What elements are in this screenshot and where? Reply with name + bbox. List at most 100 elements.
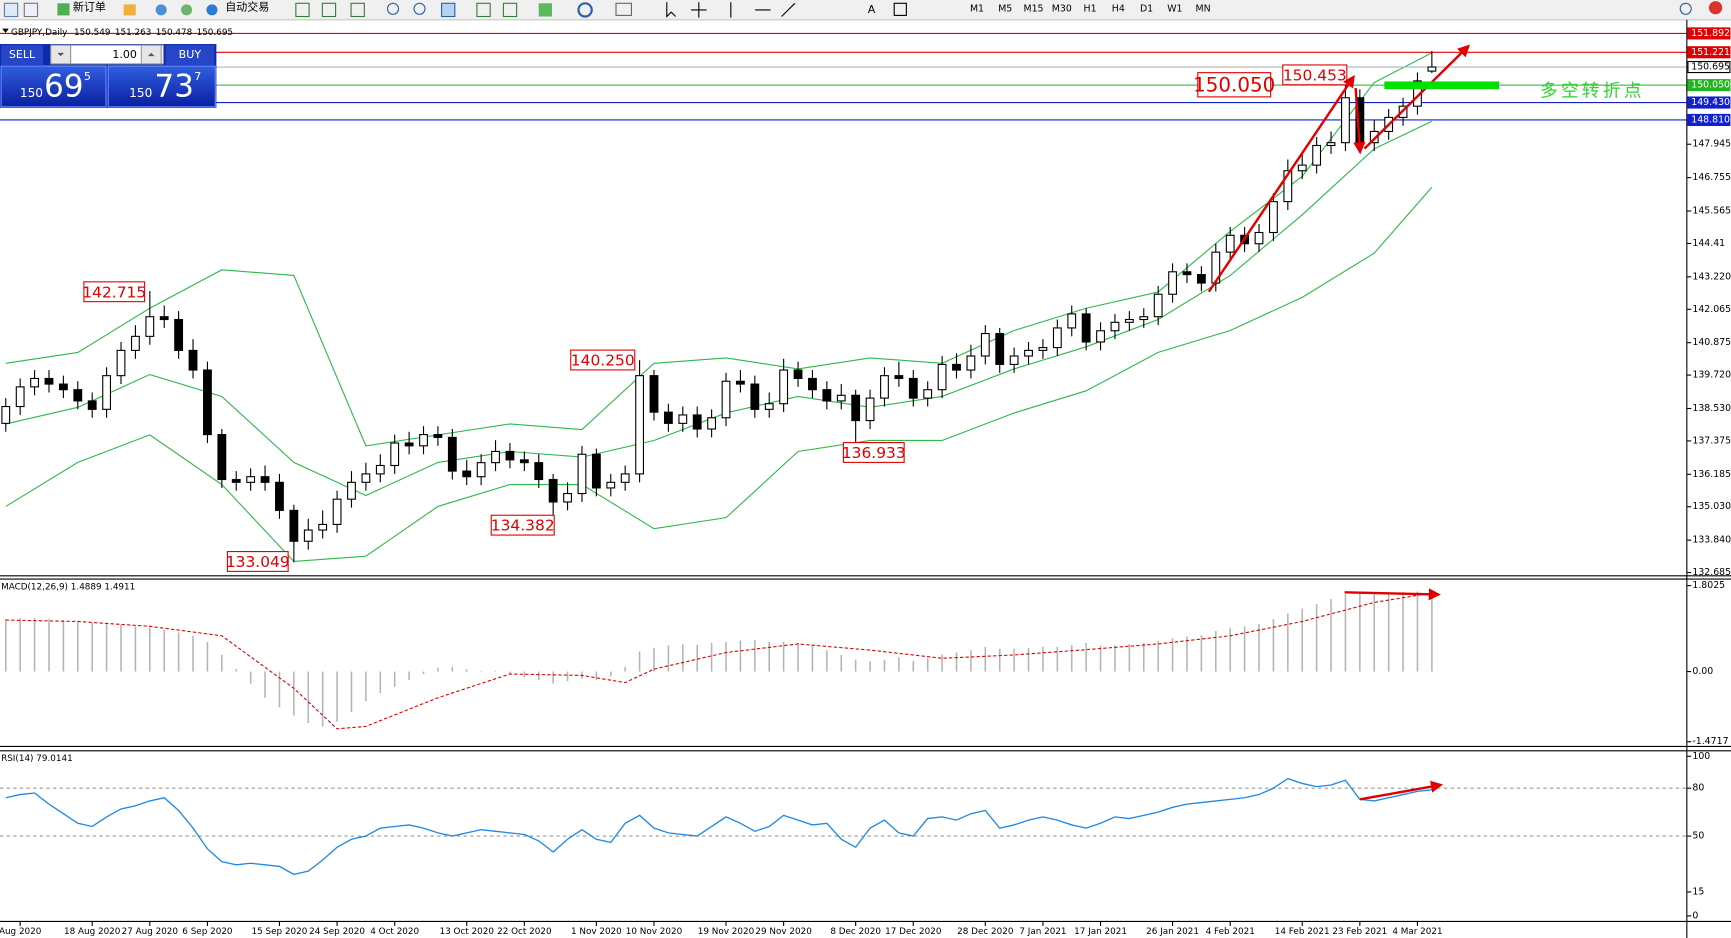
candle-body	[779, 369, 789, 405]
candle-body	[894, 375, 904, 380]
macd-bar	[1359, 592, 1361, 672]
macd-bar	[739, 640, 742, 672]
buy-price-box[interactable]	[107, 65, 216, 108]
bid-main: 69	[44, 69, 83, 105]
icon[interactable]	[23, 2, 39, 18]
icon[interactable]	[386, 2, 400, 15]
candle-body	[231, 478, 241, 483]
y-tick-label: 133.840	[1692, 535, 1731, 546]
icon[interactable]	[577, 2, 593, 18]
candle-body	[44, 377, 54, 385]
candle-body	[275, 481, 284, 511]
macd-bar	[725, 642, 727, 672]
timeframe[interactable]: H4	[1112, 3, 1125, 14]
icon[interactable]	[730, 2, 796, 18]
annotations: 142.715 140.250 136.933 134.382 133.049 150.0…	[82, 64, 1642, 572]
candle-body	[952, 363, 961, 371]
sell-label[interactable]: SELL	[9, 48, 36, 61]
macd-bar	[1099, 645, 1102, 672]
icon[interactable]	[3, 2, 19, 18]
bid-big: 150	[20, 86, 43, 100]
macd-bar	[1330, 599, 1332, 672]
x-tick-label: 6 Sep 2020	[182, 927, 233, 937]
candle-body	[102, 375, 112, 410]
candle-body	[1096, 330, 1105, 343]
candle-body	[404, 442, 414, 447]
spinner-arrow	[57, 52, 65, 57]
icon[interactable]	[666, 2, 677, 18]
icon[interactable]	[350, 2, 365, 18]
macd-bar	[869, 661, 871, 672]
macd-bar	[1142, 642, 1145, 672]
plot-area: 147.945 146.755 145.565 144.41 143.220 142.06…	[0, 27, 1731, 921]
icon[interactable]	[615, 2, 633, 16]
candle-body	[260, 476, 270, 483]
macd-bar	[19, 618, 21, 672]
timeframe[interactable]: D1	[1140, 3, 1153, 14]
icon[interactable]	[893, 2, 907, 16]
timeframe[interactable]: MN	[1196, 3, 1211, 14]
macd-bar	[1042, 646, 1044, 672]
icon[interactable]	[206, 4, 218, 16]
macd-bar	[1171, 638, 1174, 672]
y-tick-label: 0.00	[1692, 666, 1713, 677]
macd-bar	[811, 645, 814, 672]
timeframe[interactable]: M5	[998, 3, 1012, 14]
icon[interactable]	[321, 2, 337, 18]
icon[interactable]	[502, 2, 518, 18]
sell-price-box[interactable]	[0, 65, 107, 108]
icon[interactable]	[1679, 2, 1692, 15]
icon[interactable]	[441, 2, 456, 18]
macd-arrow	[1344, 588, 1441, 601]
timeframe[interactable]: M30	[1052, 3, 1072, 14]
icon[interactable]	[181, 4, 193, 16]
icon[interactable]	[691, 2, 707, 18]
buy-button[interactable]	[165, 45, 215, 65]
y-tick-label: 143.220	[1692, 271, 1731, 282]
y-tick-label: 1.8025	[1692, 580, 1725, 591]
timeframe[interactable]: H1	[1084, 3, 1097, 14]
buy-label[interactable]: BUY	[179, 48, 202, 61]
macd-bar	[451, 666, 454, 672]
timeframe[interactable]: M1	[970, 3, 984, 14]
x-tick-label: 26 Jan 2021	[1146, 927, 1199, 937]
macd-bar	[480, 671, 482, 673]
macd-bar	[235, 669, 238, 672]
macd-bar	[1229, 627, 1231, 672]
icon[interactable]	[413, 2, 426, 15]
candle-body	[375, 464, 385, 475]
icon[interactable]	[57, 3, 70, 16]
sell-button[interactable]	[1, 45, 44, 65]
candle-body	[462, 470, 472, 478]
icon[interactable]	[538, 3, 552, 17]
candle-body	[203, 369, 212, 436]
icon[interactable]	[295, 2, 310, 18]
macd-bar	[149, 627, 151, 672]
ask-small: 7	[194, 70, 201, 83]
candle-body	[303, 529, 313, 542]
icon[interactable]	[155, 4, 167, 16]
x-tick-label: 23 Feb 2021	[1332, 927, 1387, 937]
timeframe[interactable]: M15	[1024, 3, 1044, 14]
lot-value[interactable]: 1.00	[112, 48, 137, 61]
candle-body	[1124, 318, 1134, 323]
auto-trading[interactable]: 自动交易	[225, 0, 269, 14]
macd-bar	[552, 671, 554, 684]
candle-body	[635, 375, 645, 475]
new-order[interactable]: 新订单	[73, 0, 106, 14]
icon[interactable]	[123, 4, 136, 16]
macd-bar	[1301, 608, 1303, 672]
timeframe[interactable]: W1	[1167, 3, 1182, 14]
support-zone	[1384, 81, 1500, 90]
icon[interactable]	[476, 2, 491, 18]
candle-body	[563, 492, 572, 503]
x-tick-label: Aug 2020	[0, 927, 42, 937]
lot-input[interactable]	[70, 44, 164, 65]
candle-body	[361, 473, 371, 483]
low: 150.478	[156, 27, 192, 37]
rsi-title: RSI(14) 79.0141	[1, 754, 73, 764]
icon-text[interactable]: A	[868, 3, 876, 16]
price-level-label: 150.050	[1691, 80, 1730, 91]
candle-body	[1297, 164, 1307, 172]
icon[interactable]	[1708, 1, 1723, 15]
